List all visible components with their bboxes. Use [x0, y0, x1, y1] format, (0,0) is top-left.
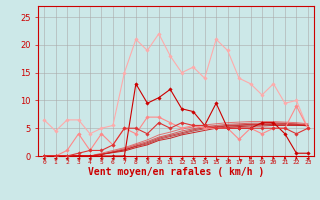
- X-axis label: Vent moyen/en rafales ( km/h ): Vent moyen/en rafales ( km/h ): [88, 167, 264, 177]
